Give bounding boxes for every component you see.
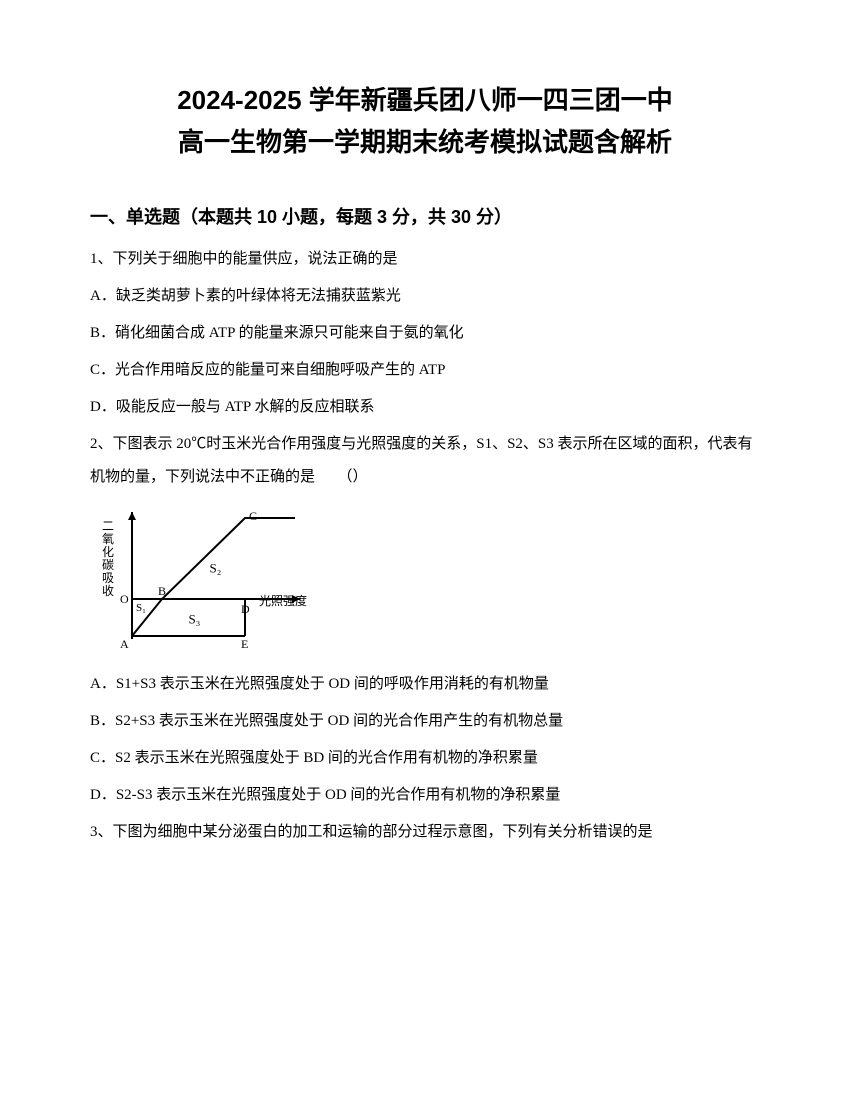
svg-text:光照强度: 光照强度 [259, 593, 307, 608]
svg-text:O: O [120, 592, 129, 606]
svg-text:二: 二 [102, 519, 114, 533]
svg-text:氧: 氧 [102, 532, 114, 546]
svg-text:S₁: S₁ [136, 602, 146, 614]
svg-text:S₃: S₃ [189, 612, 201, 627]
title-line-1: 2024-2025 学年新疆兵团八师一四三团一中 [90, 80, 760, 122]
q2-option-a: A．S1+S3 表示玉米在光照强度处于 OD 间的呼吸作用消耗的有机物量 [90, 668, 760, 701]
q1-stem: 1、下列关于细胞中的能量供应，说法正确的是 [90, 243, 760, 276]
svg-text:化: 化 [102, 545, 114, 559]
svg-text:C: C [249, 509, 257, 523]
q2-option-b: B．S2+S3 表示玉米在光照强度处于 OD 间的光合作用产生的有机物总量 [90, 705, 760, 738]
svg-text:E: E [241, 637, 248, 651]
svg-text:D: D [241, 602, 250, 616]
q1-option-c: C．光合作用暗反应的能量可来自细胞呼吸产生的 ATP [90, 354, 760, 387]
svg-text:B: B [158, 584, 166, 598]
q2-option-d: D．S2-S3 表示玉米在光照强度处于 OD 间的光合作用有机物的净积累量 [90, 779, 760, 812]
svg-text:收: 收 [102, 584, 114, 598]
q2-graph-svg: 二氧化碳吸收O A B C D E 光照强度 S₁ S₂ S₃ [90, 504, 320, 654]
q1-option-b: B．硝化细菌合成 ATP 的能量来源只可能来自于氨的氧化 [90, 317, 760, 350]
q2-graph: 二氧化碳吸收O A B C D E 光照强度 S₁ S₂ S₃ [90, 504, 760, 654]
q1-option-d: D．吸能反应一般与 ATP 水解的反应相联系 [90, 391, 760, 424]
section-1-heading: 一、单选题（本题共 10 小题，每题 3 分，共 30 分） [90, 203, 760, 229]
q3-stem: 3、下图为细胞中某分泌蛋白的加工和运输的部分过程示意图，下列有关分析错误的是 [90, 816, 760, 849]
q2-option-c: C．S2 表示玉米在光照强度处于 BD 间的光合作用有机物的净积累量 [90, 742, 760, 775]
document-title: 2024-2025 学年新疆兵团八师一四三团一中 高一生物第一学期期末统考模拟试… [90, 80, 760, 163]
svg-text:S₂: S₂ [210, 561, 222, 576]
page: 2024-2025 学年新疆兵团八师一四三团一中 高一生物第一学期期末统考模拟试… [0, 0, 850, 1100]
svg-text:吸: 吸 [102, 571, 114, 585]
q1-option-a: A．缺乏类胡萝卜素的叶绿体将无法捕获蓝紫光 [90, 280, 760, 313]
svg-text:A: A [120, 637, 129, 651]
q2-stem: 2、下图表示 20℃时玉米光合作用强度与光照强度的关系，S1、S2、S3 表示所… [90, 428, 760, 494]
svg-text:碳: 碳 [102, 558, 114, 572]
title-line-2: 高一生物第一学期期末统考模拟试题含解析 [90, 122, 760, 164]
